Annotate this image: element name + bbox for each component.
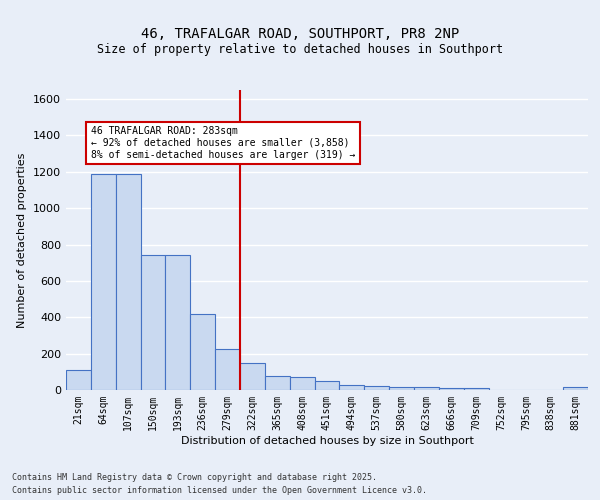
Bar	[215, 349, 240, 390]
Bar	[91, 174, 116, 390]
Bar	[364, 386, 389, 390]
Bar	[140, 256, 166, 390]
Text: Contains public sector information licensed under the Open Government Licence v3: Contains public sector information licen…	[12, 486, 427, 495]
Y-axis label: Number of detached properties: Number of detached properties	[17, 152, 28, 328]
Bar	[563, 386, 588, 390]
Text: 46, TRAFALGAR ROAD, SOUTHPORT, PR8 2NP: 46, TRAFALGAR ROAD, SOUTHPORT, PR8 2NP	[141, 28, 459, 42]
Text: 46 TRAFALGAR ROAD: 283sqm
← 92% of detached houses are smaller (3,858)
8% of sem: 46 TRAFALGAR ROAD: 283sqm ← 92% of detac…	[91, 126, 355, 160]
Bar	[414, 388, 439, 390]
Bar	[166, 256, 190, 390]
Bar	[314, 381, 340, 390]
Bar	[240, 362, 265, 390]
Bar	[190, 314, 215, 390]
Bar	[265, 376, 290, 390]
Bar	[389, 388, 414, 390]
X-axis label: Distribution of detached houses by size in Southport: Distribution of detached houses by size …	[181, 436, 473, 446]
Bar	[464, 388, 488, 390]
Bar	[290, 378, 314, 390]
Bar	[340, 384, 364, 390]
Text: Size of property relative to detached houses in Southport: Size of property relative to detached ho…	[97, 42, 503, 56]
Bar	[66, 370, 91, 390]
Bar	[439, 388, 464, 390]
Text: Contains HM Land Registry data © Crown copyright and database right 2025.: Contains HM Land Registry data © Crown c…	[12, 474, 377, 482]
Bar	[116, 174, 140, 390]
